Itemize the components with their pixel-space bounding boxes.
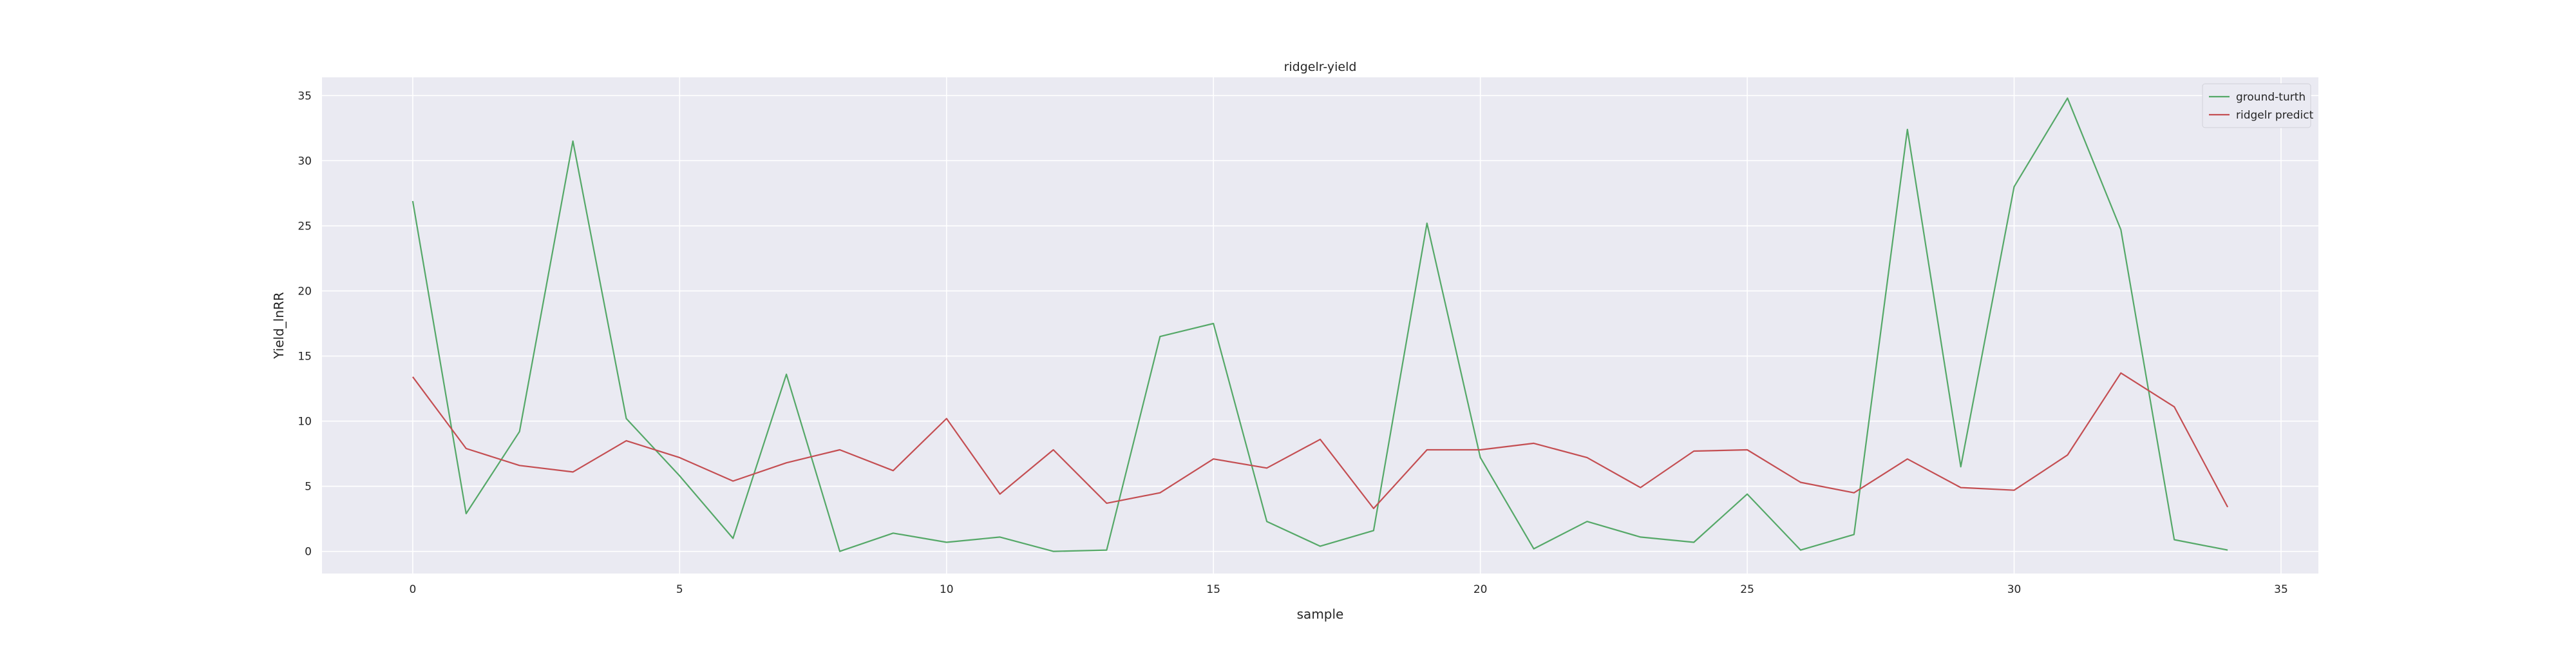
- legend-box: [2202, 83, 2311, 128]
- series-line-2: [412, 372, 2229, 510]
- y-tick-label: 35: [298, 90, 312, 102]
- y-tick-label: 0: [305, 546, 312, 559]
- y-tick-label: 25: [298, 220, 312, 233]
- legend-label: ground-turth: [2236, 91, 2306, 104]
- x-tick-label: 20: [1473, 583, 1488, 596]
- x-axis-label: sample: [1297, 606, 1344, 622]
- y-axis-label: Yield_lnRR: [271, 292, 287, 360]
- x-tick-label: 25: [1740, 583, 1754, 596]
- y-tick-label: 10: [298, 416, 312, 429]
- y-axis-ticks: 0 5 10 15 20 25 30 35: [298, 90, 312, 558]
- x-axis-ticks: 0 5 10 15 20 25 30 35: [409, 583, 2287, 596]
- y-tick-label: 15: [298, 350, 312, 363]
- x-tick-label: 30: [2007, 583, 2022, 596]
- x-tick-label: 5: [676, 583, 683, 596]
- legend-label: ridgelr predict: [2236, 109, 2314, 122]
- x-tick-label: 0: [409, 583, 416, 596]
- series-line-1: [412, 97, 2228, 552]
- series-lines: [412, 97, 2229, 552]
- y-tick-label: 30: [298, 155, 312, 168]
- x-tick-label: 35: [2274, 583, 2288, 596]
- y-tick-label: 5: [305, 481, 312, 494]
- x-tick-label: 15: [1206, 583, 1220, 596]
- grid: [322, 77, 2318, 574]
- legend: ground-turth ridgelr predict: [2202, 83, 2314, 128]
- x-tick-label: 10: [940, 583, 954, 596]
- plot-area: [322, 77, 2318, 574]
- chart-title: ridgelr-yield: [1284, 60, 1357, 74]
- y-tick-label: 20: [298, 285, 312, 298]
